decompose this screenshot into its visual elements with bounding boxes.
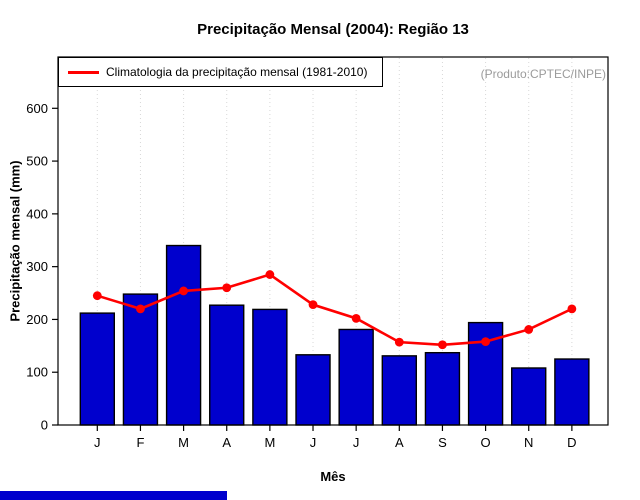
legend-box: Climatologia da precipitação mensal (198… — [58, 57, 383, 87]
climatology-point — [265, 270, 275, 279]
x-tick-label: N — [524, 435, 533, 450]
legend-line-sample — [68, 70, 99, 74]
bar — [122, 293, 159, 426]
x-tick-label: F — [136, 435, 144, 450]
y-tick-label: 0 — [41, 418, 48, 433]
climatology-point — [222, 283, 232, 293]
x-tick-label: J — [94, 435, 101, 450]
bar — [295, 354, 331, 426]
x-tick-label: J — [310, 435, 317, 450]
climatology-point — [438, 340, 447, 350]
climatology-point — [136, 304, 145, 314]
x-tick-label: O — [481, 435, 491, 450]
legend-label: Climatologia da precipitação mensal (198… — [106, 65, 368, 79]
chart-title: Precipitação Mensal (2004): Região 13 — [197, 21, 469, 38]
climatology-point — [481, 337, 490, 347]
bar — [165, 244, 202, 426]
y-axis-title: Precipitação mensal (mm) — [7, 160, 23, 322]
climatology-point — [308, 300, 318, 310]
y-tick-label: 400 — [26, 206, 48, 221]
bar — [338, 328, 374, 426]
x-axis-title: Mês — [320, 469, 346, 484]
y-tick-label: 300 — [26, 259, 48, 274]
x-tick-label: M — [264, 435, 275, 450]
climatology-point — [351, 313, 361, 323]
bar — [381, 355, 418, 426]
x-tick-label: A — [222, 435, 231, 450]
climatology-point — [524, 325, 534, 334]
y-tick-label: 500 — [26, 154, 48, 169]
watermark: (Produto:CPTEC/INPE) — [480, 67, 606, 81]
bar — [209, 304, 245, 426]
bar — [424, 351, 461, 426]
climatology-point — [394, 337, 404, 347]
climatology-point — [567, 304, 577, 314]
bar — [511, 367, 547, 426]
y-tick-label: 200 — [26, 312, 48, 327]
climatology-point — [179, 286, 188, 296]
x-tick-label: S — [438, 435, 447, 450]
bar — [79, 312, 116, 426]
y-tick-label: 600 — [26, 101, 48, 116]
y-tick-label: 100 — [26, 365, 48, 380]
bar — [554, 358, 590, 426]
footer-strip — [0, 491, 227, 500]
bar — [252, 308, 288, 426]
climatology-line — [96, 273, 573, 347]
x-tick-label: M — [178, 435, 189, 450]
x-tick-label: A — [395, 435, 404, 450]
x-tick-label: J — [353, 435, 360, 450]
climatology-point — [92, 291, 102, 301]
x-tick-label: D — [567, 435, 576, 450]
